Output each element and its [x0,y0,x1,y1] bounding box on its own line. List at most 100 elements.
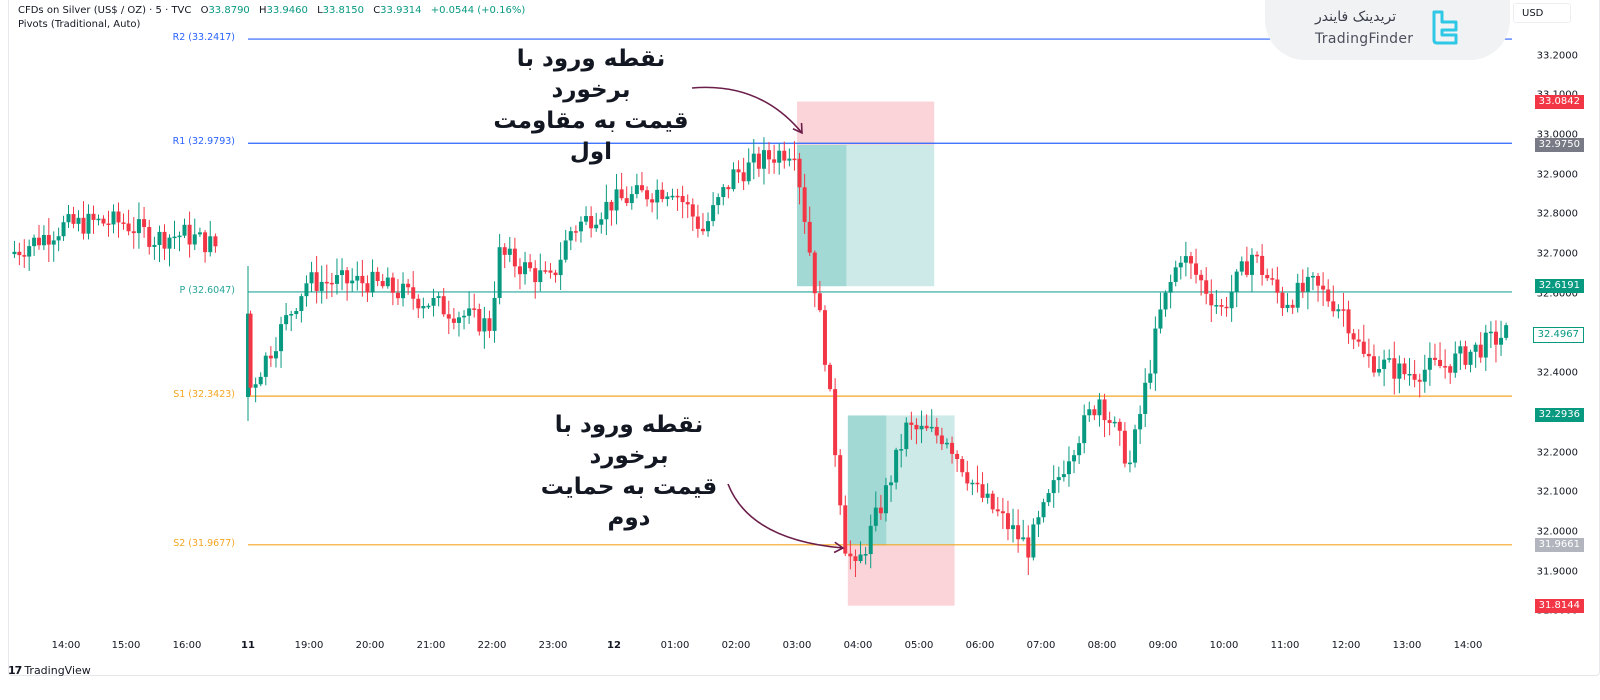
candle [248,313,253,388]
candle [116,211,121,223]
candle [1077,443,1082,456]
candle [639,185,644,191]
candle [1183,256,1188,263]
time-tick: 08:00 [1087,640,1117,651]
candle [71,214,76,224]
candle [645,190,650,200]
time-tick: 19:00 [294,640,324,651]
price-chart[interactable] [0,0,1512,630]
candle [101,218,106,224]
candle [1397,363,1402,379]
candle [807,221,812,253]
candle [406,283,411,288]
long-filled-zone [847,415,887,546]
candle [1448,366,1453,373]
candle [883,485,888,514]
candle [584,216,589,222]
low-value: 33.8150 [322,5,364,16]
candle [1473,344,1478,352]
candle [660,189,665,200]
candle [314,272,319,291]
candle [517,266,522,275]
candle [167,237,172,249]
indicator-label[interactable]: Pivots (Traditional, Auto) [18,19,141,30]
short-target-zone[interactable] [797,144,935,287]
candle [1453,353,1458,373]
candle [838,455,843,506]
candle [477,308,482,332]
candle [456,317,461,323]
candle [1005,513,1010,530]
candle [990,493,995,510]
candle [1117,421,1122,431]
pivot-label-r2: R2 (33.2417) [172,32,235,44]
candle [675,195,680,198]
candle [1224,306,1229,309]
candle [843,505,848,554]
candle [899,449,904,451]
candle [731,169,736,190]
time-tick: 02:00 [721,640,751,651]
candle [848,553,853,557]
candle [1082,415,1087,444]
candle [462,315,467,318]
candle [1285,304,1290,309]
short-stop-zone[interactable] [797,101,935,145]
currency-button[interactable]: USD [1513,3,1571,23]
candle [1163,292,1168,310]
tradingview-brand[interactable]: 17 TradingView [8,664,91,677]
price-axis[interactable]: 33.200033.100033.000032.900032.800032.70… [1512,0,1592,676]
candle [1326,289,1331,302]
candle [187,224,192,245]
candle [1188,256,1193,264]
candle [1102,399,1107,421]
candle [1000,511,1005,514]
candle [1072,455,1077,462]
candle [51,240,56,245]
candle [894,449,899,483]
candle [1087,409,1092,416]
candle [284,315,289,325]
candle [208,236,213,253]
candle [1290,304,1295,308]
candle [472,308,477,310]
candle [812,252,817,294]
candle [121,222,126,224]
pivot-label-s2: S2 (31.9677) [173,537,235,549]
candle [1153,328,1158,374]
time-tick: 12 [607,640,621,651]
candle [61,222,66,237]
candle [350,280,355,284]
pivot-label-p: P (32.6047) [179,284,235,296]
candle [787,158,792,161]
candle [1244,261,1249,275]
candle [136,219,141,234]
candle [1387,358,1392,360]
price-tick: 33.2000 [1536,50,1578,62]
candle [817,293,822,311]
time-tick: 13:00 [1392,640,1422,651]
candle [558,259,563,276]
candle [294,311,299,315]
candle [162,231,167,249]
candle [736,169,741,173]
price-tick: 32.6000 [1536,288,1578,300]
candle [655,189,660,203]
candle [1270,278,1275,280]
candle [380,280,385,287]
candle [1392,358,1397,379]
candle [1427,357,1432,370]
candle [706,221,711,232]
candle [1122,430,1127,464]
candle [492,297,497,331]
symbol-title[interactable]: CFDs on Silver (US$ / OZ) · 5 · TVC [18,5,192,16]
tradingfinder-logo-icon [1432,10,1458,45]
candle [528,262,533,269]
candle [1112,421,1117,424]
candle [914,424,919,430]
candle [599,219,604,225]
candle [670,195,675,198]
price-tag-stop-loss: 33.0842 [1534,94,1584,109]
candle [761,150,766,169]
candle [858,554,863,561]
